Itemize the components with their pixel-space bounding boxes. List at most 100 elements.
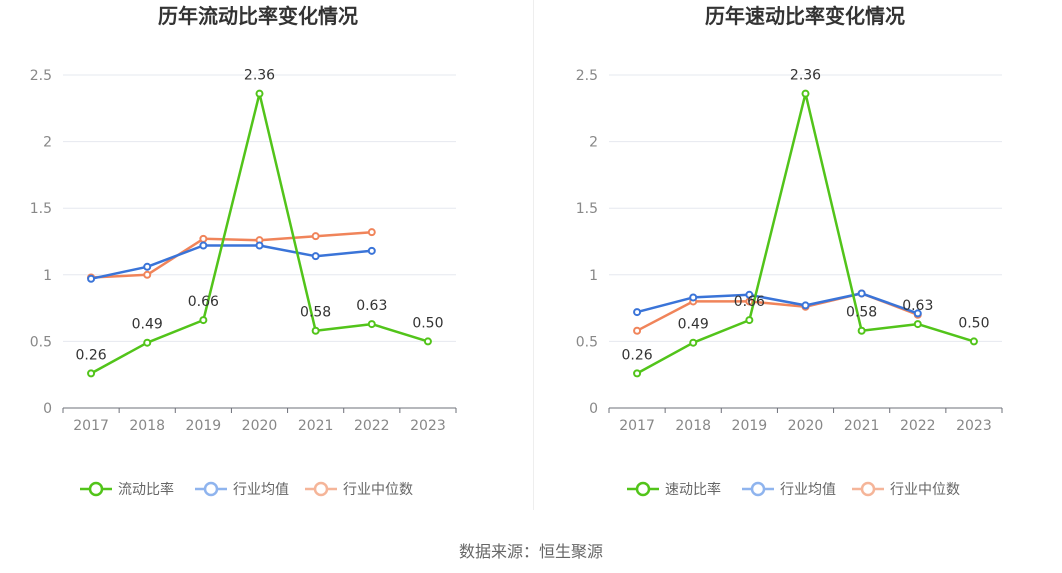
x-tick-label: 2017 [619,418,655,434]
chart-2: 历年速动比率变化情况 0 0.5 1 1.5 2 2.5 2017 2018 2019 2020 20… [576,4,1003,498]
data-label: 0.26 [75,347,106,363]
data-label: 0.58 [300,305,331,321]
x-tick-label: 2018 [675,418,711,434]
legend-marker-icon [203,481,219,497]
series-line [90,244,372,281]
y-tick-label: 1 [589,268,598,284]
y-tick-label: 1.5 [576,201,598,217]
y-tick-label: 2.5 [30,68,52,84]
data-point [367,246,376,255]
series-2 [87,241,376,283]
y-tick-label: 2 [589,135,598,151]
data-point [199,234,208,243]
data-label: 2.36 [244,68,275,84]
series-line [636,292,919,315]
data-label: 0.49 [678,317,709,333]
x-tick-label: 2018 [129,418,165,434]
legend-marker-icon [750,481,766,497]
y-tick-label: 1.5 [30,201,52,217]
data-point [689,293,698,302]
data-point [633,326,642,335]
y-tick-label: 0.5 [576,334,598,350]
x-tick-label: 2021 [298,418,334,434]
data-label: 0.58 [846,305,877,321]
data-point [311,252,320,261]
y-tick-label: 0 [589,401,598,417]
data-label: 2.36 [790,68,821,84]
data-point [255,241,264,250]
legend-item-3[interactable]: 行业中位数 [305,481,413,498]
chart-title: 历年速动比率变化情况 [705,4,905,28]
legend-label: 速动比率 [665,481,721,498]
legend-item-3[interactable]: 行业中位数 [852,481,960,498]
y-tick-label: 0.5 [30,334,52,350]
legend-marker-icon [860,481,876,497]
data-point [311,232,320,241]
data-label: 0.49 [132,317,163,333]
data-label: 0.50 [412,315,443,331]
data-point [423,337,432,346]
data-point [857,326,866,335]
data-point [633,308,642,317]
y-tick-label: 2.5 [576,68,598,84]
legend-marker-icon [88,481,104,497]
data-point [87,369,96,378]
legend-label: 流动比率 [118,481,174,498]
x-tick-label: 2021 [844,418,880,434]
data-point [311,326,320,335]
legend-item-1[interactable]: 流动比率 [80,481,174,498]
series-2 [633,289,922,318]
data-point [913,320,922,329]
data-point [199,241,208,250]
legend-item-1[interactable]: 速动比率 [627,481,721,498]
data-label: 0.66 [188,294,219,310]
y-tick-label: 0 [43,401,52,417]
y-tick-label: 1 [43,268,52,284]
data-point [367,228,376,237]
chart-title: 历年流动比率变化情况 [158,4,358,28]
x-tick-label: 2022 [900,418,936,434]
data-point [857,289,866,298]
data-label: 0.63 [902,298,933,314]
x-tick-label: 2019 [732,418,768,434]
legend-label: 行业中位数 [343,482,413,498]
data-label: 0.26 [621,347,652,363]
panel-divider [533,0,534,510]
data-label: 0.63 [356,298,387,314]
data-point [143,262,152,271]
legend-label: 行业中位数 [890,482,960,498]
chart-1: 历年流动比率变化情况 0 0.5 1 1.5 2 2.5 2017 2018 2019 2020 20… [30,4,457,498]
x-tick-label: 2022 [354,418,390,434]
legend-label: 行业均值 [780,482,836,498]
series-1: 0.26 0.49 0.66 2.36 0.58 0.63 0.50 [75,68,444,378]
data-point [87,274,96,283]
data-point [199,316,208,325]
legend-label: 行业均值 [233,482,289,498]
data-point [801,301,810,310]
y-tick-label: 2 [43,135,52,151]
x-tick-label: 2019 [186,418,222,434]
legend-item-2[interactable]: 行业均值 [742,481,836,498]
data-label: 0.66 [734,294,765,310]
series-1: 0.26 0.49 0.66 2.36 0.58 0.63 0.50 [621,68,990,378]
data-point [143,338,152,347]
data-point [801,89,810,98]
data-point [745,290,754,299]
data-point [143,270,152,279]
x-tick-label: 2023 [956,418,992,434]
series-line [91,230,372,279]
data-point [913,309,922,318]
x-tick-label: 2020 [788,418,824,434]
legend-item-2[interactable]: 行业均值 [195,481,289,498]
data-label: 0.50 [958,315,989,331]
data-source: 数据来源：恒生聚源 [458,542,603,561]
data-point [255,89,264,98]
data-point [689,338,698,347]
data-point [367,320,376,329]
x-tick-label: 2017 [73,418,109,434]
legend-marker-icon [313,481,329,497]
legend-marker-icon [635,481,651,497]
data-point [633,369,642,378]
x-tick-label: 2020 [242,418,278,434]
